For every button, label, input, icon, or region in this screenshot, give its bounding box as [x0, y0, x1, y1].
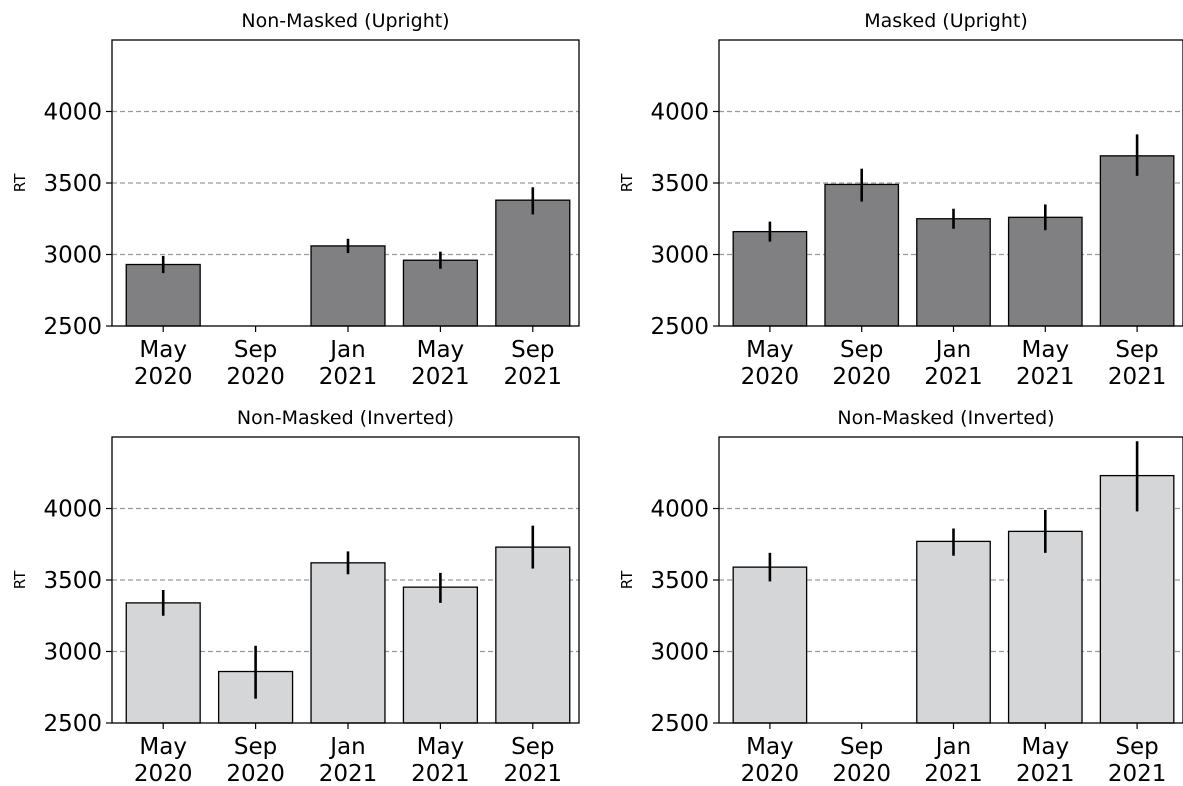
- chart-panel: 2500300035004000May2020Sep2020Jan2021May…: [618, 10, 1183, 390]
- chart-panel: 2500300035004000May2020Sep2020Jan2021May…: [11, 10, 580, 390]
- y-tick-label: 3000: [650, 640, 709, 666]
- chart-panel: 2500300035004000May2020Sep2020Jan2021May…: [618, 407, 1183, 786]
- y-tick-label: 3500: [43, 171, 102, 197]
- bar: [732, 566, 808, 724]
- x-tick-label-line1: Sep: [1115, 734, 1158, 760]
- x-tick-label-line1: Sep: [234, 337, 277, 363]
- y-tick-label: 2500: [43, 314, 102, 340]
- x-tick-label-line2: 2021: [1016, 761, 1075, 786]
- y-tick-label: 4000: [43, 497, 102, 523]
- y-axis-label: RT: [11, 173, 29, 192]
- bar: [1099, 155, 1175, 327]
- axes-frame: [111, 436, 580, 724]
- bar: [1007, 216, 1083, 327]
- axes-frame: [718, 39, 1183, 327]
- bar: [402, 586, 479, 724]
- y-tick-label: 4000: [43, 100, 102, 126]
- x-tick-label-line2: 2020: [226, 761, 285, 786]
- bar: [916, 540, 991, 724]
- x-tick-label-line2: 2020: [832, 364, 891, 390]
- x-tick-label-line2: 2021: [924, 761, 983, 786]
- x-tick-label-line1: Sep: [511, 734, 554, 760]
- bar: [125, 263, 201, 327]
- y-tick-label: 2500: [650, 711, 709, 737]
- bar: [916, 218, 991, 327]
- chart-title: Non-Masked (Inverted): [237, 407, 454, 429]
- y-tick-label: 4000: [650, 100, 709, 126]
- x-tick-label-line2: 2021: [319, 364, 378, 390]
- y-tick-label: 3000: [43, 243, 102, 269]
- y-axis-label: RT: [11, 570, 29, 589]
- x-tick-label-line1: May: [746, 734, 794, 760]
- chart-title: Non-Masked (Inverted): [837, 407, 1054, 429]
- x-tick-label-line1: May: [746, 337, 794, 363]
- y-tick-label: 3500: [650, 171, 709, 197]
- x-tick-label-line2: 2021: [504, 761, 563, 786]
- axes-frame: [111, 39, 580, 327]
- x-tick-label-line2: 2020: [134, 364, 193, 390]
- y-tick-label: 2500: [650, 314, 709, 340]
- x-tick-label-line1: May: [417, 337, 465, 363]
- x-tick-label-line1: May: [139, 734, 187, 760]
- x-tick-label-line2: 2021: [1016, 364, 1075, 390]
- bar: [310, 245, 386, 327]
- x-tick-label-line2: 2020: [226, 364, 285, 390]
- y-tick-label: 4000: [650, 497, 709, 523]
- bar: [1007, 530, 1083, 724]
- x-tick-label-line2: 2021: [504, 364, 563, 390]
- y-tick-label: 3000: [650, 243, 709, 269]
- x-tick-label-line1: Jan: [934, 734, 971, 760]
- x-tick-label-line2: 2020: [832, 761, 891, 786]
- x-tick-label-line1: Jan: [328, 337, 365, 363]
- bar: [310, 562, 386, 724]
- chart-title: Masked (Upright): [864, 10, 1028, 32]
- bar: [495, 199, 571, 327]
- axes-frame: [718, 436, 1183, 724]
- x-tick-label-line1: Jan: [328, 734, 365, 760]
- x-tick-label-line1: Sep: [234, 734, 277, 760]
- x-tick-label-line1: May: [417, 734, 465, 760]
- x-tick-label-line2: 2021: [924, 364, 983, 390]
- x-tick-label-line2: 2021: [411, 761, 470, 786]
- x-tick-label-line2: 2020: [134, 761, 193, 786]
- chart-title: Non-Masked (Upright): [241, 10, 449, 32]
- x-tick-label-line1: May: [1022, 337, 1070, 363]
- y-tick-label: 2500: [43, 711, 102, 737]
- y-tick-label: 3500: [43, 568, 102, 594]
- x-tick-label-line1: Sep: [840, 337, 883, 363]
- x-tick-label-line1: Sep: [511, 337, 554, 363]
- x-tick-label-line2: 2021: [1108, 364, 1167, 390]
- x-tick-label-line1: May: [139, 337, 187, 363]
- bar: [1099, 474, 1175, 724]
- x-tick-label-line2: 2021: [1108, 761, 1167, 786]
- y-axis-label: RT: [618, 570, 636, 589]
- y-tick-label: 3000: [43, 640, 102, 666]
- bar: [732, 230, 808, 327]
- bar: [402, 259, 479, 327]
- x-tick-label-line2: 2020: [741, 761, 800, 786]
- y-axis-label: RT: [618, 173, 636, 192]
- x-tick-label-line1: Jan: [934, 337, 971, 363]
- x-tick-label-line2: 2021: [411, 364, 470, 390]
- x-tick-label-line2: 2020: [741, 364, 800, 390]
- x-tick-label-line1: Sep: [1115, 337, 1158, 363]
- bar: [824, 183, 900, 327]
- bar: [125, 602, 201, 724]
- bar: [495, 546, 571, 724]
- x-tick-label-line2: 2021: [319, 761, 378, 786]
- chart-panel: 2500300035004000May2020Sep2020Jan2021May…: [11, 407, 580, 786]
- x-tick-label-line1: Sep: [840, 734, 883, 760]
- x-tick-label-line1: May: [1022, 734, 1070, 760]
- y-tick-label: 3500: [650, 568, 709, 594]
